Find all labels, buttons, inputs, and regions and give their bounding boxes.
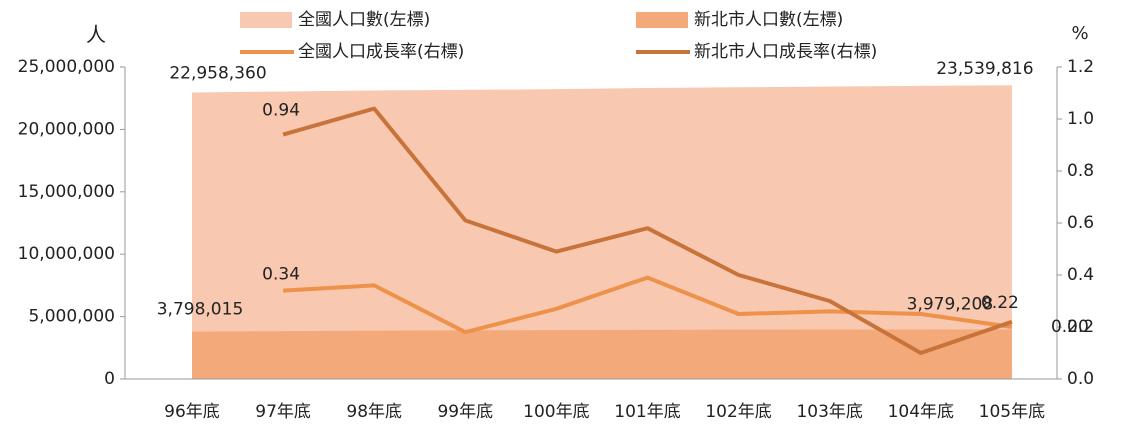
y-tick-label: 15,000,000: [18, 182, 115, 202]
x-tick-label: 103年底: [796, 402, 862, 422]
x-tick-label: 101年底: [614, 402, 680, 422]
legend-label: 全國人口數(左標): [298, 10, 430, 30]
y-tick-label: 10,000,000: [18, 244, 115, 264]
data-label: 0.20: [1051, 317, 1089, 337]
line: [282, 106, 1013, 355]
x-tick-label: 98年底: [346, 402, 402, 422]
x-tick-label: 97年底: [255, 402, 311, 422]
data-label: 0.22: [981, 293, 1019, 313]
data-label: 0.94: [262, 101, 300, 121]
data-label: 3,979,208: [907, 294, 994, 314]
data-label: 0.34: [262, 265, 300, 285]
legend-label: 全國人口成長率(右標): [298, 42, 464, 62]
x-tick-label: 104年底: [888, 402, 954, 422]
legend-label: 新北市人口數(左標): [694, 10, 843, 30]
data-label: 3,798,015: [157, 300, 244, 320]
y-tick-label: 25,000,000: [18, 57, 115, 77]
area: [192, 85, 1012, 380]
data-label: 23,539,816: [936, 59, 1033, 79]
legend-swatch: [636, 12, 688, 28]
line: [282, 275, 1013, 335]
y2-tick-label: 0.0: [1067, 369, 1094, 389]
x-tick-label: 96年底: [164, 402, 220, 422]
y-tick-label: 0: [104, 369, 115, 389]
y2-axis-label: %: [1071, 23, 1088, 44]
x-tick-label: 102年底: [705, 402, 771, 422]
y-axis-label: 人: [86, 23, 106, 47]
y2-tick-label: 0.2: [1067, 317, 1094, 337]
legend-label: 新北市人口成長率(右標): [694, 42, 877, 62]
y2-tick-label: 0.6: [1067, 213, 1094, 233]
y2-tick-label: 0.8: [1067, 161, 1094, 181]
y-tick-label: 5,000,000: [28, 307, 115, 327]
legend-swatch: [240, 12, 292, 28]
y-tick-label: 20,000,000: [18, 119, 115, 139]
y2-tick-label: 1.2: [1067, 57, 1094, 77]
x-tick-label: 99年底: [437, 402, 493, 422]
y2-tick-label: 0.4: [1067, 265, 1094, 285]
x-tick-label: 100年底: [523, 402, 589, 422]
area: [192, 329, 1012, 379]
y2-tick-label: 1.0: [1067, 109, 1094, 129]
data-label: 22,958,360: [169, 63, 266, 83]
x-tick-label: 105年底: [979, 402, 1045, 422]
